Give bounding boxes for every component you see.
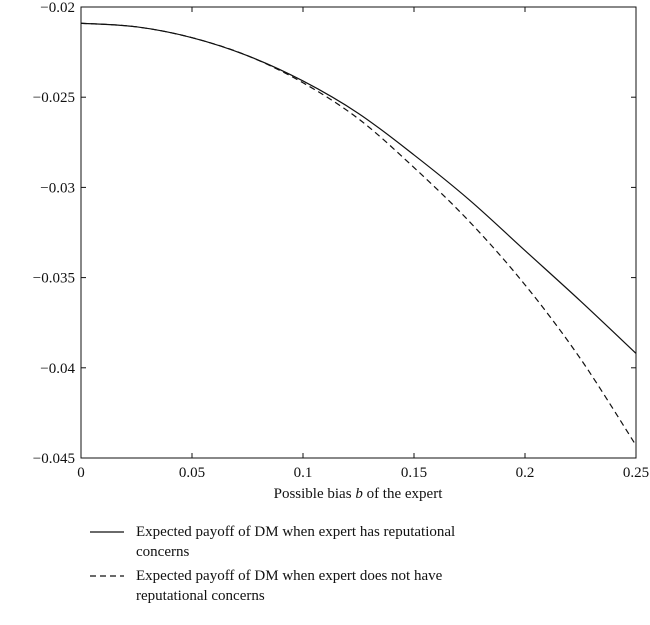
x-tick-label: 0.2 <box>516 465 535 481</box>
legend-label-2: Expected payoff of DM when expert does n… <box>136 568 443 604</box>
x-tick-label: 0.25 <box>623 465 649 481</box>
legend-item-2: Expected payoff of DM when expert does n… <box>90 566 510 606</box>
y-tick-label: −0.025 <box>33 90 75 106</box>
y-axis-ticks: −0.045 −0.04 −0.035 −0.03 −0.025 −0.02 <box>33 0 636 467</box>
legend-dashed-line-swatch <box>90 575 124 577</box>
x-tick-label: 0.05 <box>179 465 205 481</box>
y-tick-label: −0.04 <box>40 361 75 377</box>
legend-label-1: Expected payoff of DM when expert has re… <box>136 524 456 560</box>
x-axis-title-part-2: of the expert <box>363 486 443 502</box>
x-axis-title-part-1: Possible bias <box>274 486 356 502</box>
x-axis-title: Possible bias b of the expert <box>274 486 444 502</box>
x-tick-label: 0 <box>77 465 85 481</box>
legend: Expected payoff of DM when expert has re… <box>90 522 510 610</box>
y-tick-label: −0.035 <box>33 271 75 287</box>
legend-solid-line-swatch <box>90 531 124 533</box>
y-tick-label: −0.03 <box>40 180 75 196</box>
x-axis-ticks: 0 0.05 0.1 0.15 0.2 0.25 <box>77 7 649 481</box>
chart: 0 0.05 0.1 0.15 0.2 0.25 −0.045−0.04−0.035−0.… <box>33 0 649 502</box>
legend-item-1: Expected payoff of DM when expert has re… <box>90 522 510 562</box>
series-line-no-reputational-concerns <box>80 22 637 446</box>
y-tick-label: −0.02 <box>40 0 75 16</box>
plot-frame <box>80 6 637 459</box>
y-tick-label: −0.045 <box>33 451 75 467</box>
x-tick-label: 0.1 <box>294 465 313 481</box>
x-axis-title-variable: b <box>355 486 363 502</box>
x-tick-label: 0.15 <box>401 465 427 481</box>
series-line-reputational-concerns <box>80 22 637 354</box>
series-layer <box>80 22 637 446</box>
